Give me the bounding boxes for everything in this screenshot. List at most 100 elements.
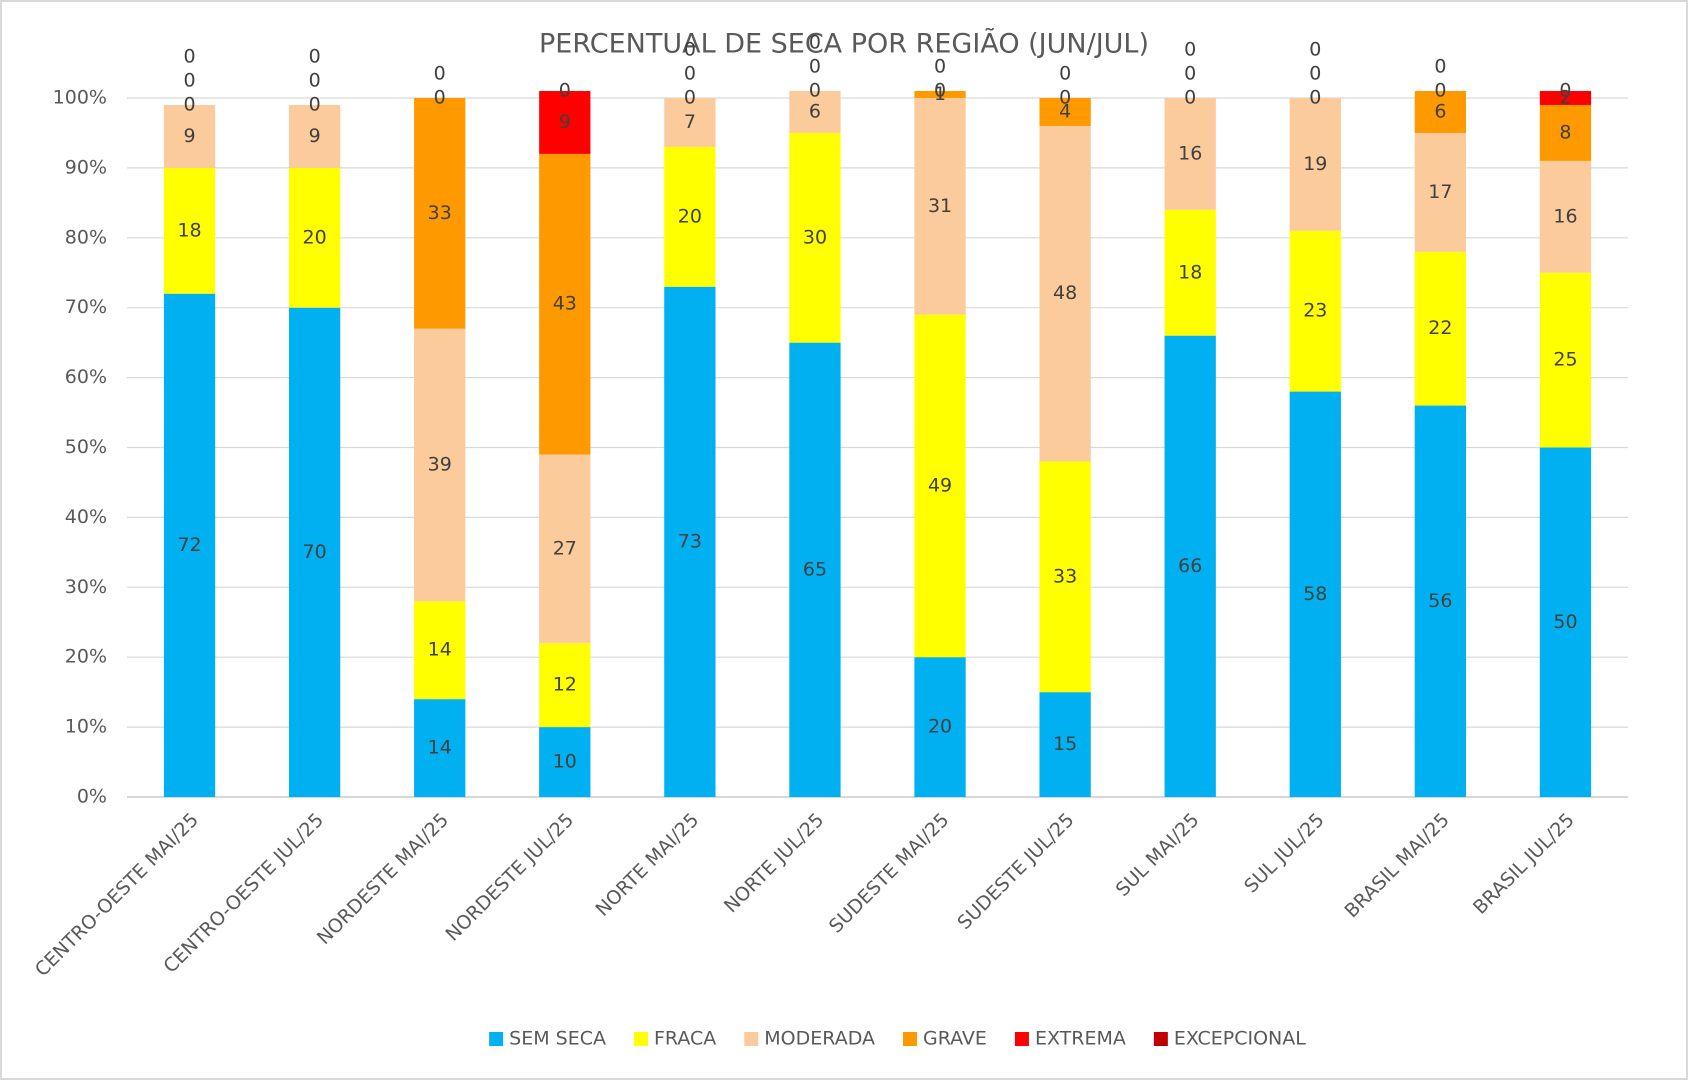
bar-segment: [539, 727, 591, 797]
legend-label: EXCEPCIONAL: [1174, 1028, 1306, 1050]
data-label: 0: [559, 80, 571, 102]
data-label: 39: [428, 453, 452, 475]
data-label: 73: [678, 530, 702, 552]
legend-swatch: [489, 1032, 504, 1046]
data-label: 0: [684, 63, 696, 85]
bar-segment: [539, 454, 591, 644]
data-label: 0: [434, 63, 446, 85]
bar-segment: [1039, 125, 1091, 462]
bar-segment: [1414, 405, 1467, 797]
data-label: 6: [809, 100, 821, 122]
y-tick-label: 30%: [65, 576, 107, 598]
data-label: 9: [309, 125, 321, 147]
data-label: 0: [434, 87, 446, 109]
data-label: 20: [678, 205, 702, 227]
data-label: 0: [1309, 87, 1321, 109]
bar-segment: [789, 91, 841, 133]
bar-segment: [914, 314, 966, 658]
bar-segment: [1414, 251, 1467, 406]
data-label: 0: [1559, 80, 1571, 102]
data-label: 0: [1434, 56, 1446, 78]
legend-swatch: [903, 1032, 917, 1046]
data-label: 9: [559, 111, 571, 133]
bar-segment: [288, 307, 341, 797]
data-label: 20: [928, 716, 952, 738]
data-label: 33: [428, 202, 452, 224]
data-label: 6: [1434, 100, 1446, 122]
bar-segment: [1539, 272, 1592, 448]
bar-segment: [1289, 391, 1341, 797]
data-label: 50: [1553, 611, 1577, 633]
data-label: 33: [1053, 565, 1077, 587]
y-tick-label: 90%: [65, 156, 107, 178]
bar-segment: [1289, 98, 1341, 231]
y-tick-label: 40%: [65, 506, 107, 528]
bar-segment: [414, 328, 466, 602]
bar-segment: [163, 104, 216, 168]
bar-segment: [414, 601, 466, 700]
bar-segment: [1539, 104, 1592, 161]
bar-segment: [664, 146, 716, 287]
bar-segment: [1289, 230, 1341, 392]
bar-segment: [1414, 132, 1467, 252]
data-label: 27: [553, 537, 577, 559]
data-label: 0: [1309, 39, 1321, 61]
data-label: 72: [177, 534, 201, 556]
bar-segment: [539, 153, 591, 455]
data-label: 31: [928, 195, 952, 217]
data-label: 49: [928, 474, 952, 496]
data-label: 0: [809, 32, 821, 54]
legend-label: EXTREMA: [1035, 1028, 1126, 1050]
data-label: 23: [1303, 300, 1327, 322]
data-label: 0: [1059, 63, 1071, 85]
bar-segment: [1039, 98, 1091, 126]
y-tick-label: 20%: [65, 646, 107, 668]
data-label: 9: [183, 125, 195, 147]
data-label: 0: [809, 56, 821, 78]
data-label: 30: [803, 226, 827, 248]
data-label: 0: [183, 69, 195, 91]
bar-segment: [1039, 461, 1091, 693]
bar-segment: [1164, 98, 1216, 210]
data-label: 4: [1059, 100, 1071, 122]
legend-swatch: [744, 1032, 759, 1046]
data-label: 0: [684, 87, 696, 109]
y-tick-label: 10%: [65, 716, 107, 738]
bar-segment: [1039, 692, 1091, 797]
data-label: 22: [1428, 317, 1452, 339]
data-label: 10: [553, 751, 577, 773]
data-label: 0: [309, 45, 321, 67]
data-label: 0: [1059, 87, 1071, 109]
data-label: 0: [934, 56, 946, 78]
chart-title: PERCENTUAL DE SECA POR REGIÃO (JUN/JUL): [539, 28, 1149, 60]
data-label: 20: [303, 226, 327, 248]
data-label: 0: [934, 80, 946, 102]
data-label: 48: [1053, 282, 1077, 304]
bar-segment: [539, 91, 591, 154]
data-label: 66: [1178, 555, 1202, 577]
data-label: 19: [1303, 153, 1327, 175]
data-label: 0: [1184, 63, 1196, 85]
data-label: 18: [177, 219, 201, 241]
legend-swatch: [1014, 1032, 1029, 1046]
data-label: 15: [1053, 733, 1077, 755]
data-label: 43: [553, 293, 577, 315]
data-label: 14: [428, 737, 452, 759]
data-label: 0: [684, 39, 696, 61]
bar-segment: [914, 91, 966, 98]
data-label: 0: [1184, 39, 1196, 61]
bar-segment: [414, 699, 466, 797]
legend: SEM SECA FRACA MODERADA GRAVE EXTREMA EXCEPCI…: [489, 1028, 1306, 1050]
data-label: 18: [1178, 261, 1202, 283]
bar-segment: [914, 657, 966, 797]
y-tick-label: 80%: [65, 226, 107, 248]
bar-segment: [1539, 91, 1592, 105]
bar-segment: [914, 98, 966, 315]
y-tick-label: 60%: [65, 366, 107, 388]
data-label: 0: [183, 45, 195, 67]
data-label: 0: [809, 80, 821, 102]
y-tick-label: 50%: [65, 436, 107, 458]
data-label: 0: [183, 93, 195, 115]
data-label: 58: [1303, 583, 1327, 605]
